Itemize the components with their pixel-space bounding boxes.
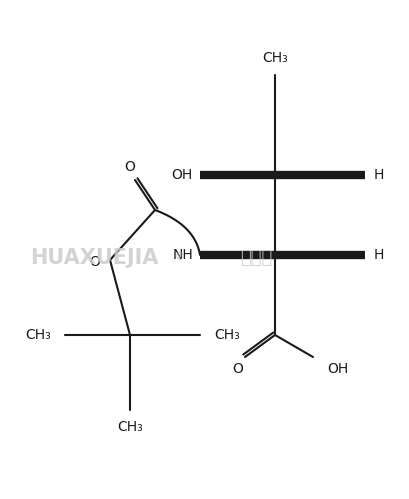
Text: H: H [374, 248, 384, 262]
Text: O: O [233, 362, 243, 376]
Text: 化学加: 化学加 [240, 249, 272, 267]
Text: CH₃: CH₃ [25, 328, 51, 342]
Text: CH₃: CH₃ [262, 51, 288, 65]
Text: OH: OH [327, 362, 348, 376]
Text: O: O [89, 255, 100, 269]
Text: CH₃: CH₃ [214, 328, 240, 342]
Text: ®: ® [175, 252, 185, 262]
Text: HUAXUEJIA: HUAXUEJIA [30, 248, 158, 268]
Text: H: H [374, 168, 384, 182]
Text: O: O [125, 160, 135, 174]
Text: CH₃: CH₃ [117, 420, 143, 434]
Text: NH: NH [172, 248, 193, 262]
Text: OH: OH [172, 168, 193, 182]
